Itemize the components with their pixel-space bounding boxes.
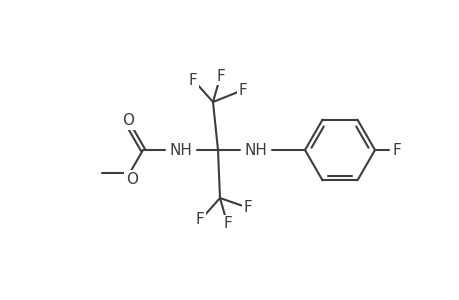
- Text: NH: NH: [244, 142, 267, 158]
- Text: F: F: [243, 200, 252, 215]
- Text: F: F: [392, 142, 401, 158]
- Text: F: F: [238, 82, 247, 98]
- Text: F: F: [223, 217, 232, 232]
- Text: O: O: [126, 172, 138, 187]
- Text: F: F: [188, 73, 197, 88]
- Text: F: F: [195, 212, 204, 227]
- Text: NH: NH: [169, 142, 192, 158]
- Text: F: F: [216, 68, 225, 83]
- Text: O: O: [122, 113, 134, 128]
